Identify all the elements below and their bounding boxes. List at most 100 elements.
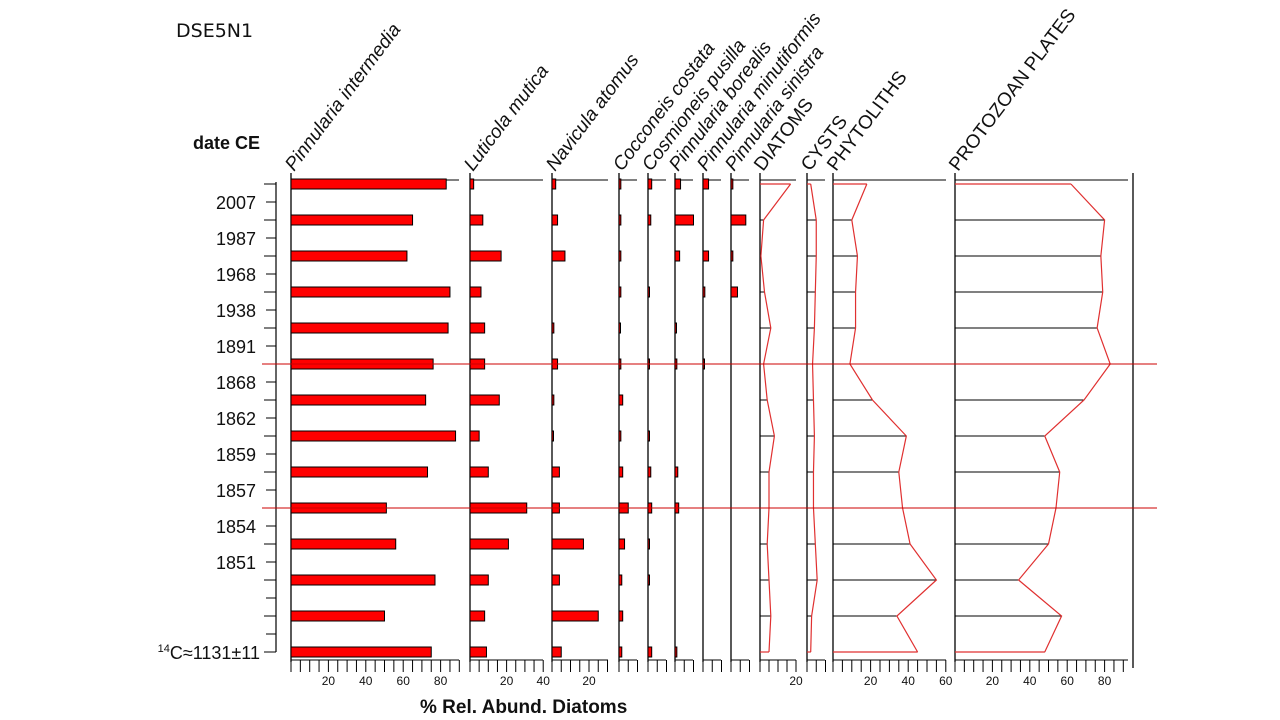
data-bar: [618, 574, 623, 586]
x-tick-label: 40: [902, 674, 916, 688]
data-bar: [674, 646, 678, 658]
data-bar: [618, 646, 623, 658]
data-bar: [469, 430, 480, 442]
data-bar: [290, 466, 429, 478]
data-bar: [551, 538, 584, 550]
data-bar: [551, 214, 559, 226]
panel-header-label: Pinnularia intermedia: [281, 20, 405, 175]
x-tick-label: 20: [864, 674, 878, 688]
data-bar: [469, 322, 486, 334]
data-bar: [730, 214, 747, 226]
data-bar: [551, 322, 555, 334]
panel-pinnularia-intermedia: 20 40 60 80 Pinnularia intermedia: [281, 20, 460, 688]
data-bar: [674, 466, 679, 478]
data-bar: [551, 430, 554, 442]
data-bar: [647, 574, 650, 586]
data-bar: [469, 466, 489, 478]
data-bar: [730, 286, 738, 298]
data-bar: [647, 538, 650, 550]
panel-protozoan-plates: 20 40 60 80 PROTOZOAN PLATES: [945, 5, 1134, 688]
data-bar: [551, 574, 560, 586]
data-bar: [674, 214, 694, 226]
data-bar: [290, 430, 457, 442]
x-tick-label: 20: [322, 674, 336, 688]
date-tick-label: 1862: [216, 409, 256, 429]
data-bar: [469, 394, 500, 406]
series-line: [1017, 183, 1111, 653]
data-bar: [674, 178, 682, 190]
data-bar: [618, 178, 622, 190]
data-bar: [702, 286, 706, 298]
data-bar: [290, 394, 427, 406]
date-tick-label: 2007: [216, 193, 256, 213]
date-tick-label: 1987: [216, 229, 256, 249]
data-bar: [551, 394, 555, 406]
date-tick-label: 1857: [216, 481, 256, 501]
x-tick-label: 40: [359, 674, 373, 688]
data-bar: [469, 286, 482, 298]
data-bar: [618, 610, 624, 622]
panel-header-label: PROTOZOAN PLATES: [945, 5, 1080, 175]
data-bar: [618, 430, 622, 442]
data-bar: [290, 322, 449, 334]
date-tick-label: 1859: [216, 445, 256, 465]
series-line: [810, 183, 818, 653]
data-bar: [469, 574, 489, 586]
x-tick-label: 20: [500, 674, 514, 688]
data-bar: [290, 646, 432, 658]
x-tick-label: 60: [397, 674, 411, 688]
data-bar: [290, 178, 447, 190]
panel-luticola-mutica: 20 40 Luticola mutica: [460, 61, 553, 688]
data-bar: [730, 178, 734, 190]
date-tick-label: 14C≈1131±11: [158, 643, 260, 663]
data-bar: [618, 466, 624, 478]
data-bar: [469, 250, 502, 262]
x-axis-title: % Rel. Abund. Diatoms: [420, 697, 628, 718]
data-bar: [647, 286, 650, 298]
data-bar: [702, 178, 710, 190]
data-bar: [290, 610, 385, 622]
x-tick-label: 80: [434, 674, 448, 688]
data-bar: [290, 250, 408, 262]
panel-header-label: Luticola mutica: [460, 61, 553, 175]
data-bar: [647, 646, 653, 658]
date-tick-label: 1851: [216, 553, 256, 573]
panel-cysts: CYSTS: [797, 112, 852, 672]
date-tick-label: 1868: [216, 373, 256, 393]
date-tick-label: 1854: [216, 517, 256, 537]
series-line: [849, 183, 938, 653]
data-bar: [469, 610, 486, 622]
data-bar: [469, 178, 475, 190]
x-tick-label: 20: [986, 674, 1000, 688]
data-bar: [551, 646, 562, 658]
data-bar: [618, 538, 626, 550]
data-bar: [469, 646, 487, 658]
y-axis-title: date CE: [193, 133, 261, 153]
data-bar: [551, 178, 557, 190]
data-bar: [647, 178, 653, 190]
date-tick-label: 1968: [216, 265, 256, 285]
x-tick-label: 60: [939, 674, 953, 688]
date-tick-label: 1938: [216, 301, 256, 321]
x-tick-label: 80: [1098, 674, 1112, 688]
data-bar: [674, 322, 677, 334]
data-bar: [290, 538, 397, 550]
data-bar: [618, 322, 621, 334]
data-bar: [551, 610, 599, 622]
data-bar: [290, 286, 451, 298]
data-bar: [290, 574, 436, 586]
x-tick-label: 60: [1061, 674, 1075, 688]
x-tick-label: 40: [1023, 674, 1037, 688]
data-bar: [551, 466, 560, 478]
data-bar: [702, 250, 710, 262]
data-bar: [618, 286, 622, 298]
data-bar: [618, 214, 622, 226]
data-bar: [469, 538, 509, 550]
date-tick-label: 1891: [216, 337, 256, 357]
data-bar: [469, 214, 484, 226]
data-bar: [730, 250, 734, 262]
data-bar: [618, 250, 622, 262]
data-bar: [551, 250, 566, 262]
data-bar: [290, 214, 414, 226]
